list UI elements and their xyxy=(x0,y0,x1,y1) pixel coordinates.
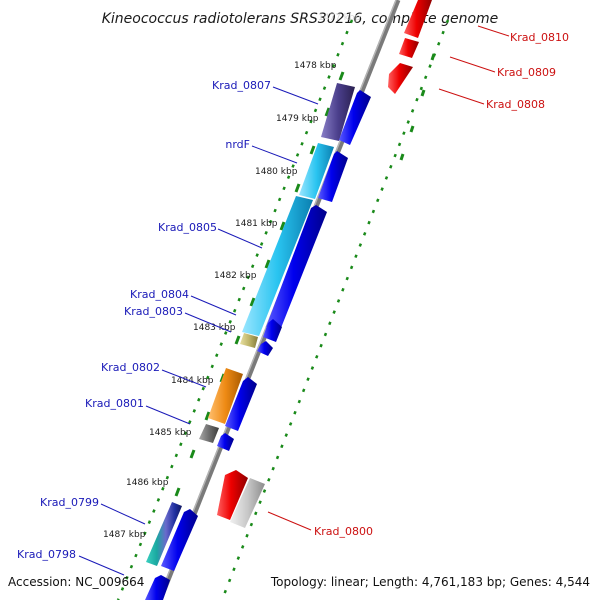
outer-dotted-track xyxy=(220,19,450,600)
gene-label-nrdF[interactable]: nrdF xyxy=(225,138,250,151)
forward-gene-krad-0804[interactable] xyxy=(263,319,282,342)
forward-gene-krad-0802[interactable] xyxy=(225,377,257,431)
gene-label-krad-0807[interactable]: Krad_0807 xyxy=(212,79,271,92)
reverse-gene-krad-0810[interactable] xyxy=(404,0,432,38)
reverse-gene-krad-0809[interactable] xyxy=(399,38,419,58)
feature-krad-0807[interactable] xyxy=(321,83,355,141)
gene-label-krad-0804[interactable]: Krad_0804 xyxy=(130,288,189,301)
tick-label: 1483 kbp xyxy=(193,323,236,333)
gene-label-krad-0810[interactable]: Krad_0810 xyxy=(510,31,569,44)
feature-krad-0802[interactable] xyxy=(208,368,243,424)
feature-krad-0805[interactable] xyxy=(242,196,313,336)
left-label-connectors xyxy=(78,86,319,576)
right-label-connectors xyxy=(267,25,510,531)
tick-label: 1480 kbp xyxy=(255,167,298,177)
tick-label: 1486 kbp xyxy=(126,478,169,488)
forward-gene-krad-0805[interactable] xyxy=(266,205,327,333)
feature-krad-0800[interactable] xyxy=(230,478,265,528)
feature-nrdF[interactable] xyxy=(299,143,334,199)
forward-gene-krad-0799[interactable] xyxy=(161,509,198,571)
forward-gene-krad-0798[interactable] xyxy=(145,575,170,600)
tick-label: 1481 kbp xyxy=(235,219,278,229)
reverse-gene-krad-0800[interactable] xyxy=(217,470,248,520)
forward-gene-nrdF[interactable] xyxy=(318,151,348,202)
tick-label: 1482 kbp xyxy=(214,271,257,281)
accession-text: Accession: NC_009664 xyxy=(8,575,144,589)
reverse-gene-krad-0808[interactable] xyxy=(388,63,413,94)
forward-gene-krad-0807[interactable] xyxy=(339,90,371,145)
gene-label-krad-0805[interactable]: Krad_0805 xyxy=(158,221,217,234)
inner-dotted-track xyxy=(116,19,354,600)
map-title: Kineococcus radiotolerans SRS30216, comp… xyxy=(102,11,499,27)
forward-gene-krad-0801[interactable] xyxy=(217,433,234,451)
gene-label-krad-0803[interactable]: Krad_0803 xyxy=(124,305,183,318)
forward-gene-krad-0803[interactable] xyxy=(257,341,273,356)
gene-label-krad-0801[interactable]: Krad_0801 xyxy=(85,397,144,410)
feature-krad-0803[interactable] xyxy=(240,333,258,348)
gene-label-krad-0809[interactable]: Krad_0809 xyxy=(497,66,556,79)
tick-label: 1487 kbp xyxy=(103,530,146,540)
feature-krad-0799[interactable] xyxy=(146,502,182,566)
feature-krad-0801[interactable] xyxy=(199,424,219,443)
ruler-fade-label: 1477 kbp xyxy=(318,13,361,23)
tick-label: 1485 kbp xyxy=(149,428,192,438)
gene-label-krad-0799[interactable]: Krad_0799 xyxy=(40,496,99,509)
tick-label: 1484 kbp xyxy=(171,376,214,386)
gene-label-krad-0802[interactable]: Krad_0802 xyxy=(101,361,160,374)
tick-label: 1478 kbp xyxy=(294,61,337,71)
tick-label: 1479 kbp xyxy=(276,114,319,124)
gene-label-krad-0798[interactable]: Krad_0798 xyxy=(17,548,76,561)
gene-label-krad-0800[interactable]: Krad_0800 xyxy=(314,525,373,538)
gene-label-krad-0808[interactable]: Krad_0808 xyxy=(486,98,545,111)
ruler-ticks xyxy=(159,53,436,535)
genome-summary-text: Topology: linear; Length: 4,761,183 bp; … xyxy=(270,575,590,589)
